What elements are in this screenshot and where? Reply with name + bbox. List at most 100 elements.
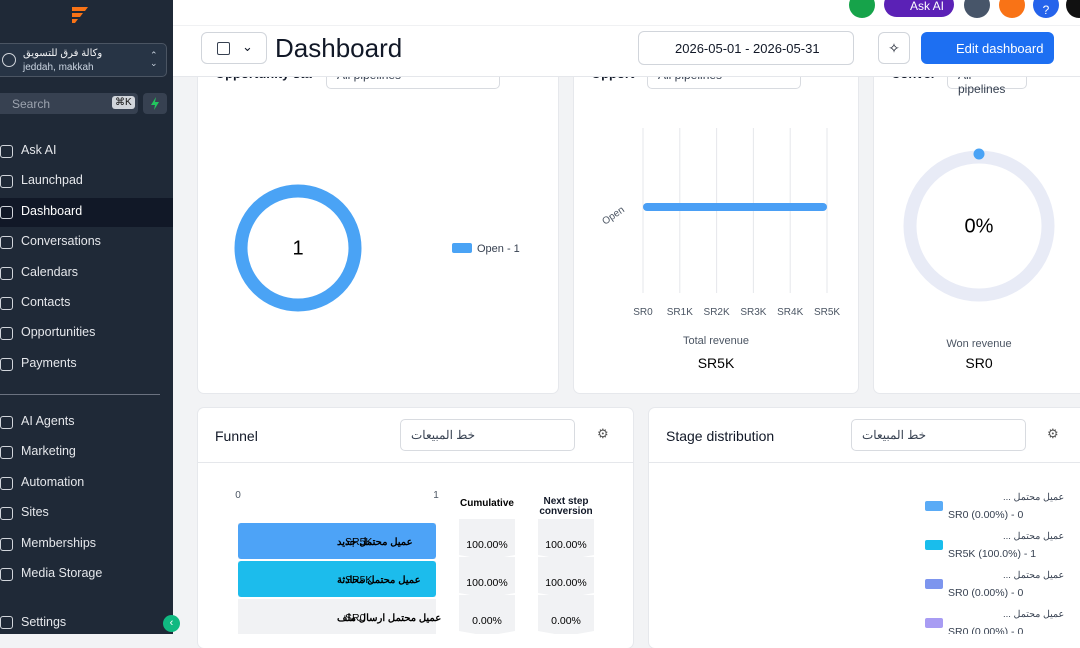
column-header: Cumulative — [460, 498, 514, 509]
filter-icon[interactable]: ⚙ — [597, 426, 609, 441]
nav-item[interactable]: Memberships — [21, 535, 97, 550]
nav-icon — [0, 175, 13, 189]
account-switcher[interactable]: وكالة فرق للتسويق jeddah, makkah ⌃ ⌄ — [0, 43, 167, 77]
next-cell — [538, 557, 594, 598]
collapse-button[interactable]: ‹ — [163, 615, 180, 632]
x-tick-label: SR4K — [777, 307, 803, 318]
pipeline-select[interactable]: خط المبيعات — [400, 419, 575, 451]
gauge-center: 0% — [965, 215, 994, 237]
nav-item[interactable]: Conversations — [21, 234, 101, 249]
cumulative-value: 0.00% — [472, 615, 502, 627]
help-button[interactable]: ? — [1033, 0, 1059, 18]
edit-dashboard-button[interactable]: Edit dashboard — [921, 32, 1054, 64]
nav-item[interactable]: Contacts — [21, 295, 71, 309]
nav-icon — [0, 297, 13, 310]
nav-item[interactable]: Payments — [21, 355, 77, 370]
nav-item[interactable]: Launchpad — [21, 173, 83, 188]
nav-item[interactable]: Calendars — [21, 264, 78, 279]
y-tick-label: Open — [600, 204, 626, 227]
nav-icon — [0, 416, 13, 429]
nav-icon — [0, 266, 13, 280]
stage-value: SR5K — [345, 536, 372, 548]
stage-value: SR5K — [345, 574, 372, 586]
nav-icon — [0, 537, 13, 551]
nav-item[interactable]: AI Agents — [21, 414, 75, 428]
more-button[interactable]: ⋮ — [1075, 38, 1080, 55]
nav-icon — [0, 145, 13, 158]
ask-ai-button[interactable]: Ask AI — [884, 0, 954, 17]
next-value: 100.00% — [545, 539, 586, 551]
nav-icon — [0, 616, 13, 629]
legend-name: عميل محتمل ... — [1003, 609, 1064, 620]
cumulative-value: 100.00% — [466, 577, 507, 589]
quick-action[interactable] — [143, 93, 167, 114]
logo — [72, 7, 88, 23]
nav-item[interactable]: Dashboard — [21, 203, 83, 218]
active-highlight — [0, 197, 173, 227]
x-tick-label: SR1K — [667, 307, 693, 318]
legend-detail: SR0 (0.00%) - 0 — [948, 626, 1023, 634]
x-tick-label: SR3K — [740, 307, 766, 318]
bar — [643, 203, 827, 211]
x-tick-label: SR0 — [633, 307, 653, 318]
total-label: Total revenue — [683, 335, 749, 347]
nav-item[interactable]: Media Storage — [21, 566, 103, 580]
phone-button[interactable] — [849, 0, 875, 18]
gauge-dot — [973, 148, 985, 160]
card: Stage distribution خط المبيعات ⚙ — [649, 408, 1080, 648]
nav-item[interactable]: Settings — [21, 615, 67, 629]
nav-item[interactable]: Ask AI — [21, 143, 57, 157]
nav-icon — [0, 446, 13, 460]
next-cell — [538, 595, 594, 634]
chevron: ⌄ — [242, 39, 253, 54]
account-name: وكالة فرق للتسويق — [23, 48, 103, 59]
nav-item[interactable]: Automation — [21, 474, 85, 489]
divider — [198, 462, 633, 463]
next-cell — [538, 519, 594, 560]
nav-icon — [0, 327, 13, 341]
legend-detail: SR0 (0.00%) - 0 — [948, 587, 1023, 599]
cumulative-cell — [459, 557, 515, 598]
stage-name: عميل محتمل محادثة — [337, 575, 421, 586]
x-tick-label: 1 — [433, 490, 439, 501]
profile-button[interactable] — [1066, 0, 1080, 18]
x-tick-label: SR5K — [814, 307, 840, 318]
total-value: SR5K — [698, 355, 735, 371]
donut-ring — [234, 184, 362, 312]
legend-detail: SR0 (0.00%) - 0 — [948, 509, 1023, 521]
header: Ask AI ? ⌄ Dashboard 2026-05-01 - 2026-0… — [173, 0, 1080, 77]
nav-item[interactable]: Marketing — [21, 444, 76, 459]
legend-swatch — [925, 618, 943, 628]
layout-toggle[interactable]: ⌄ — [201, 32, 267, 64]
filter-icon[interactable]: ⚙ — [1047, 426, 1059, 441]
x-tick-label: SR2K — [704, 307, 730, 318]
notification-button[interactable] — [999, 0, 1025, 18]
nav-icon — [0, 568, 13, 581]
ai-button[interactable]: ✧ — [878, 32, 910, 64]
won-label: Won revenue — [946, 338, 1011, 350]
legend-detail: SR5K (100.0%) - 1 — [948, 548, 1036, 560]
charts: 1 Open - 1 Total revenue SR5K 0% Won rev… — [234, 128, 1064, 634]
legend-swatch — [925, 579, 943, 589]
divider — [649, 462, 1080, 463]
nav-item[interactable]: Opportunities — [21, 325, 96, 340]
legend-label: Open - 1 — [477, 243, 520, 255]
date-range-picker[interactable]: 2026-05-01 - 2026-05-31 — [638, 31, 854, 65]
nav-icon — [0, 507, 13, 521]
pipeline-select[interactable]: خط المبيعات — [851, 419, 1026, 451]
announce-button[interactable] — [964, 0, 990, 18]
search-placeholder: Search — [12, 97, 51, 111]
nav-item[interactable]: Sites — [21, 505, 49, 520]
funnel-bar — [238, 561, 436, 597]
nav-icon — [0, 236, 13, 250]
account-icon — [2, 53, 16, 67]
layout-icon — [217, 42, 230, 55]
legend-swatch — [452, 243, 472, 253]
card-title: Stage distribution — [666, 428, 775, 444]
cumulative-cell — [459, 595, 515, 634]
next-value: 100.00% — [545, 577, 586, 589]
sidebar: وكالة فرق للتسويق jeddah, makkah ⌃ ⌄ Sear… — [0, 0, 180, 634]
search-box[interactable]: Search ⌘K — [0, 93, 138, 114]
